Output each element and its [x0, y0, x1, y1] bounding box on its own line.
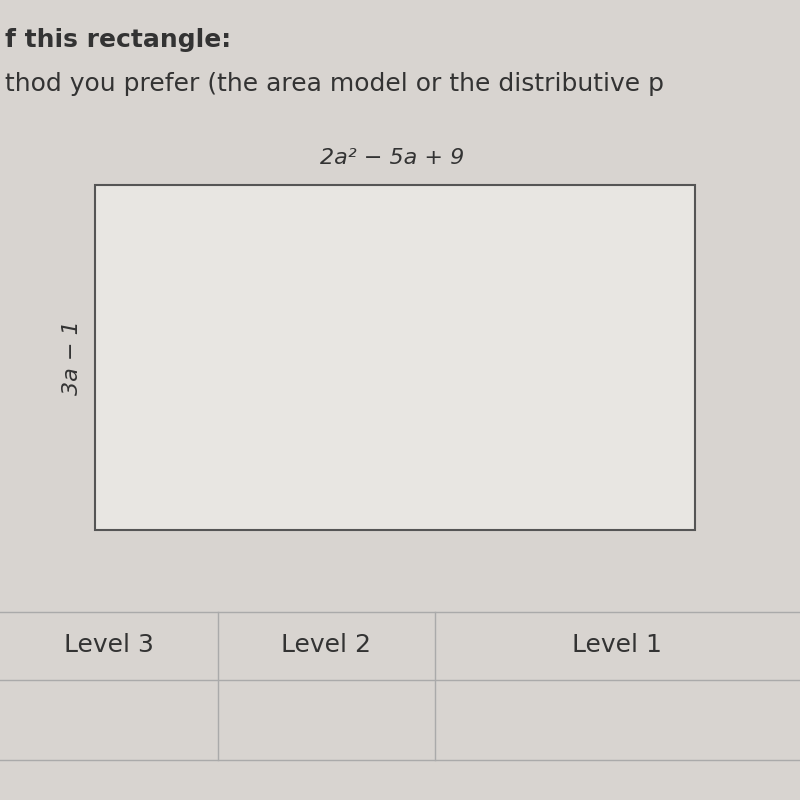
- Text: thod you prefer (the area model or the distributive p: thod you prefer (the area model or the d…: [5, 72, 664, 96]
- Text: 3a − 1: 3a − 1: [62, 321, 82, 395]
- Text: Level 1: Level 1: [572, 633, 662, 657]
- Bar: [95, 185, 695, 530]
- Text: 2a² − 5a + 9: 2a² − 5a + 9: [320, 148, 464, 168]
- Text: Level 3: Level 3: [64, 633, 154, 657]
- Text: Level 2: Level 2: [281, 633, 371, 657]
- Text: f this rectangle:: f this rectangle:: [5, 28, 231, 52]
